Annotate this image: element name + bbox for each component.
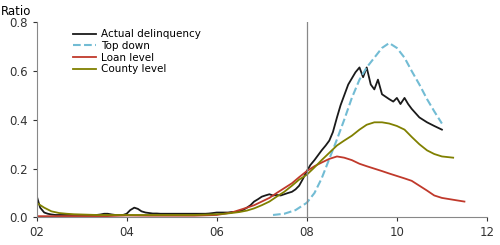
Text: Ratio: Ratio <box>0 5 31 18</box>
Legend: Actual delinquency, Top down, Loan level, County level: Actual delinquency, Top down, Loan level… <box>74 29 202 74</box>
